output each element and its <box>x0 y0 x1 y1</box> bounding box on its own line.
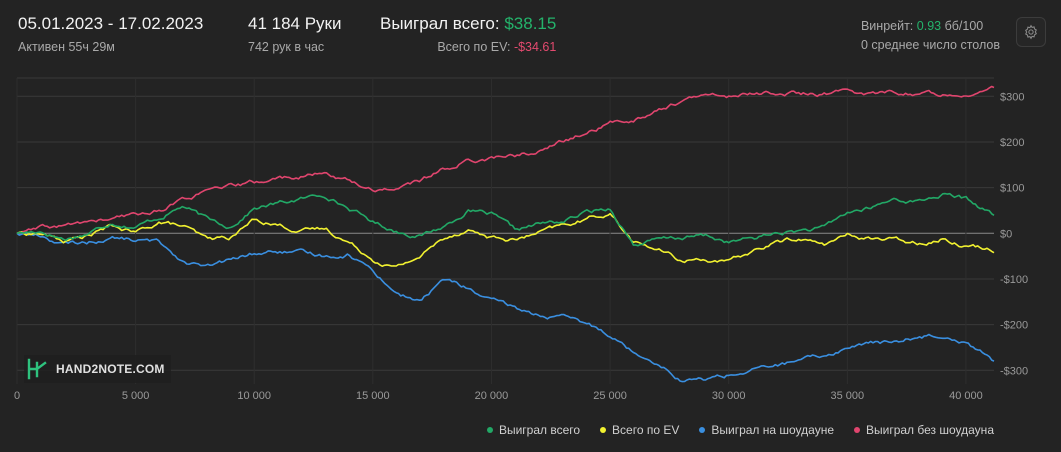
y-tick-label: -$200 <box>1000 320 1028 332</box>
legend-item-showdown[interactable]: Выиграл на шоудауне <box>699 423 834 437</box>
x-tick-label: 5 000 <box>122 390 150 402</box>
y-tick-label: $0 <box>1000 228 1012 240</box>
ev-total: Всего по EV: -$34.61 <box>380 40 556 54</box>
legend-dot-non-showdown <box>854 427 860 433</box>
won-total: Выиграл всего: $38.15 <box>380 14 556 34</box>
legend-item-won-total[interactable]: Выиграл всего <box>486 423 581 437</box>
legend-item-non-showdown[interactable]: Выиграл без шоудауна <box>854 423 994 437</box>
x-tick-label: 15 000 <box>356 390 390 402</box>
legend-dot-showdown <box>699 427 706 433</box>
x-tick-label: 35 000 <box>830 390 864 402</box>
y-tick-label: -$100 <box>1000 274 1028 286</box>
active-time: Активен 55ч 29м <box>18 40 115 54</box>
x-tick-label: 40 000 <box>949 390 983 402</box>
legend-label-showdown: Выиграл на шоудауне <box>711 423 834 437</box>
legend-item-ev[interactable]: Всего по EV <box>600 423 679 437</box>
settings-button[interactable] <box>1016 17 1046 47</box>
ev-label: Всего по EV: <box>437 40 511 54</box>
summary-hands: 41 184 Руки 742 рук в час <box>248 14 342 54</box>
x-tick-label: 30 000 <box>712 390 746 402</box>
won-total-label: Выиграл всего: <box>380 14 500 33</box>
hand2note-logo-icon <box>27 358 47 380</box>
legend-label-ev: Всего по EV <box>612 423 680 437</box>
y-tick-label: -$300 <box>1000 365 1028 377</box>
hands-count: 41 184 Руки <box>248 14 342 33</box>
chart-legend: Выиграл всего Всего по EV Выиграл на шоу… <box>486 423 994 437</box>
won-total-value: $38.15 <box>504 14 557 33</box>
summary-winnings: Выиграл всего: $38.15 Всего по EV: -$34.… <box>380 14 556 54</box>
series-line-showdown <box>16 232 995 383</box>
legend-dot-won-total <box>486 427 493 433</box>
series-line-ev <box>16 212 995 268</box>
x-tick-label: 20 000 <box>475 390 509 402</box>
date-range: 05.01.2023 - 17.02.2023 <box>18 14 204 33</box>
summary-winrate: Винрейт: 0.93 бб/100 0 среднее число сто… <box>861 19 1000 52</box>
winrate-value: 0.93 <box>916 19 942 33</box>
ev-value: -$34.61 <box>513 40 557 54</box>
winrate: Винрейт: 0.93 бб/100 <box>861 19 1000 33</box>
gear-icon <box>1025 24 1037 40</box>
legend-label-won-total: Выиграл всего <box>498 423 581 437</box>
summary-dates: 05.01.2023 - 17.02.2023 Активен 55ч 29м <box>18 14 203 54</box>
hand2note-logo: HAND2NOTE.COM <box>24 355 171 383</box>
x-tick-label: 25 000 <box>593 390 627 402</box>
winrate-label: Винрейт: <box>860 19 914 33</box>
series-line-won-total <box>16 192 995 247</box>
series-line-non-showdown <box>16 85 995 235</box>
y-tick-label: $300 <box>1000 91 1024 103</box>
x-tick-label: 0 <box>14 390 20 402</box>
y-tick-label: $200 <box>1000 137 1024 149</box>
hand2note-logo-text: HAND2NOTE.COM <box>56 362 165 376</box>
x-tick-label: 10 000 <box>237 390 271 402</box>
hands-per-hour: 742 рук в час <box>248 40 325 54</box>
y-tick-label: $100 <box>1000 183 1024 195</box>
winrate-unit: бб/100 <box>944 19 984 33</box>
legend-dot-ev <box>600 427 607 433</box>
legend-label-non-showdown: Выиграл без шоудауна <box>866 423 994 437</box>
avg-tables: 0 среднее число столов <box>860 38 1000 52</box>
